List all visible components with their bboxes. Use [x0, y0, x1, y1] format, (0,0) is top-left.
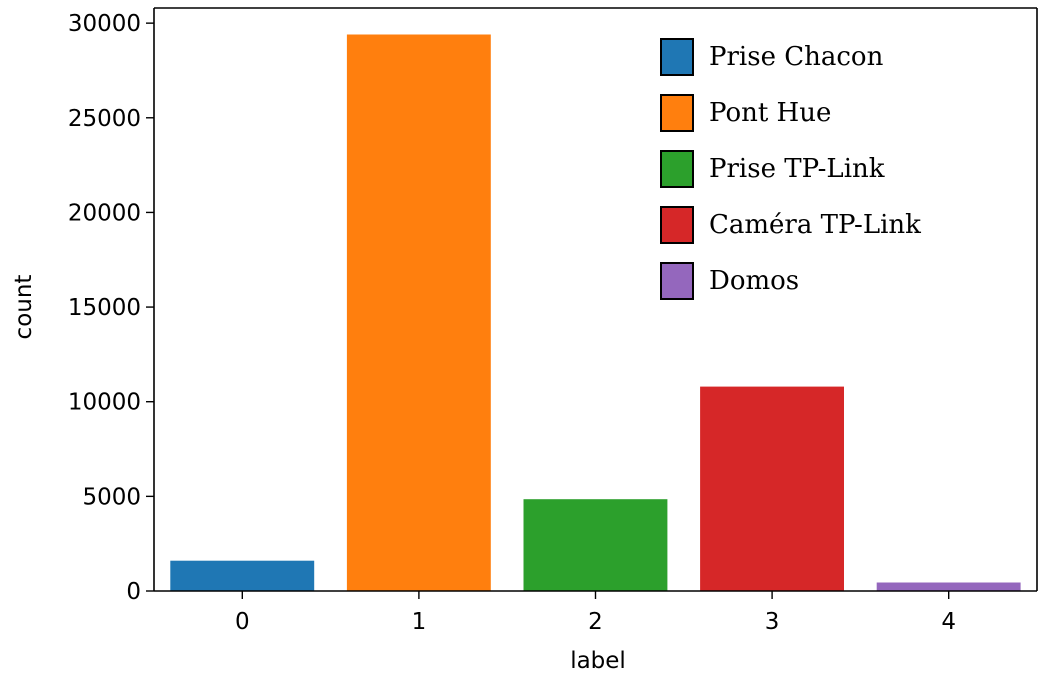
y-tick-label: 30000 — [68, 11, 141, 37]
legend-label: Prise TP-Link — [709, 154, 885, 184]
bar-0 — [170, 560, 315, 591]
legend-swatch — [660, 150, 694, 188]
y-tick-label: 10000 — [68, 390, 141, 416]
y-tick-label: 0 — [126, 579, 141, 605]
y-ticks-group: 0 5000 10000 15000 20000 25000 30000 — [68, 11, 154, 605]
x-ticks-group: 0 1 2 3 4 — [235, 591, 956, 635]
x-tick-label: 1 — [412, 609, 427, 635]
legend-swatch — [660, 38, 694, 76]
y-tick-label: 25000 — [68, 106, 141, 132]
y-tick-label: 5000 — [82, 484, 141, 510]
legend-label: Pont Hue — [709, 98, 831, 128]
legend-swatch — [660, 262, 694, 300]
legend-label: Domos — [709, 266, 799, 296]
x-tick-label: 2 — [588, 609, 603, 635]
x-tick-label: 0 — [235, 609, 250, 635]
bar-3 — [700, 386, 844, 591]
bar-1 — [346, 34, 491, 591]
bar-2 — [523, 499, 668, 591]
axes-group — [153, 7, 1038, 592]
legend-swatch — [660, 94, 694, 132]
x-tick-label: 3 — [765, 609, 780, 635]
y-tick-label: 15000 — [68, 295, 141, 321]
legend-label: Prise Chacon — [709, 42, 884, 72]
y-tick-label: 20000 — [68, 200, 141, 226]
x-axis-label: label — [570, 648, 626, 673]
x-tick-label: 4 — [941, 609, 956, 635]
bars-group — [170, 34, 1021, 591]
legend-label: Caméra TP-Link — [709, 210, 921, 240]
bar-4 — [876, 582, 1021, 591]
legend-swatch — [660, 206, 694, 244]
legend: Prise Chacon Pont Hue Prise TP-Link Caméra … — [660, 38, 921, 300]
y-axis-label: count — [11, 275, 37, 340]
